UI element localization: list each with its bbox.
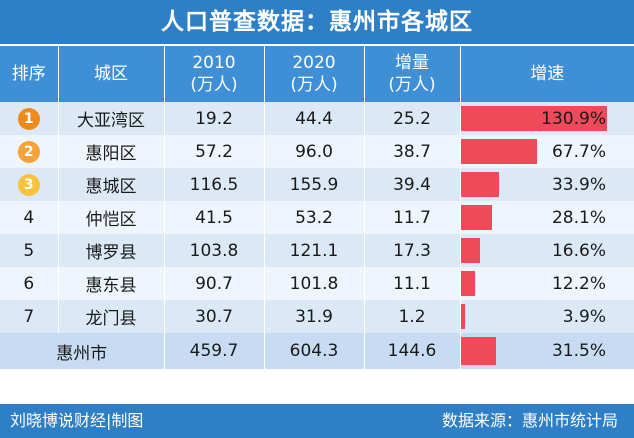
header-row: 排序 城区 2010 (万人) 2020 (万人) 增量 (万人) 增速: [0, 46, 634, 102]
district-cell: 大亚湾区: [58, 102, 165, 135]
growth-label: 130.9%: [541, 108, 606, 129]
growth-bar: [460, 106, 607, 131]
growth-cell: 31.5%: [460, 333, 634, 369]
table-row: 2 惠阳区 57.2 96.0 38.7 67.7%: [0, 135, 634, 168]
growth-cell: 28.1%: [460, 201, 634, 234]
district-cell: 惠阳区: [58, 135, 165, 168]
value-2010-cell: 30.7: [164, 300, 265, 333]
header-increase-label: 增量: [395, 53, 429, 73]
table-row: 3 惠城区 116.5 155.9 39.4 33.9%: [0, 168, 634, 201]
district-cell: 龙门县: [58, 300, 165, 333]
growth-cell: 12.2%: [460, 267, 634, 300]
district-cell: 博罗县: [58, 234, 165, 267]
growth-label: 28.1%: [551, 207, 606, 228]
district-cell: 惠城区: [58, 168, 165, 201]
value-2020-cell: 44.4: [264, 102, 365, 135]
table-row: 5 博罗县 103.8 121.1 17.3 16.6%: [0, 234, 634, 267]
footer-source: 数据来源：惠州市统计局: [441, 411, 618, 430]
value-2020-cell: 121.1: [264, 234, 365, 267]
header-2020: 2020 (万人): [264, 46, 365, 102]
medal-icon: 1: [17, 107, 40, 130]
header-growth: 增速: [460, 46, 634, 102]
table-body: 1 大亚湾区 19.2 44.4 25.2 130.9% 2 惠阳区 57.2 96.0 38.7 6…: [0, 102, 634, 369]
header-2010-unit: (万人): [190, 75, 238, 95]
rank-cell: 2: [0, 135, 59, 168]
growth-bar: [460, 271, 475, 296]
medal-icon: 2: [17, 140, 40, 163]
value-2010-cell: 103.8: [164, 234, 265, 267]
value-2010-cell: 19.2: [164, 102, 265, 135]
value-2010-cell: 41.5: [164, 201, 265, 234]
rank-cell: 7: [0, 300, 59, 333]
growth-bar: [460, 205, 492, 230]
growth-label: 3.9%: [562, 306, 606, 327]
value-2020-cell: 155.9: [264, 168, 365, 201]
growth-label: 67.7%: [551, 141, 606, 162]
rank-cell: 4: [0, 201, 59, 234]
header-increase: 增量 (万人): [364, 46, 461, 102]
value-2010-cell: 57.2: [164, 135, 265, 168]
rank-cell: 6: [0, 267, 59, 300]
header-rank: 排序: [0, 46, 59, 102]
value-2020-cell: 101.8: [264, 267, 365, 300]
district-cell: 惠东县: [58, 267, 165, 300]
header-2010: 2010 (万人): [164, 46, 265, 102]
increase-cell: 11.7: [364, 201, 461, 234]
footer-credit: 刘晓博说财经|制图: [10, 411, 144, 430]
header-2020-unit: (万人): [290, 75, 338, 95]
growth-cell: 33.9%: [460, 168, 634, 201]
growth-cell: 130.9%: [460, 102, 634, 135]
population-table: 排序 城区 2010 (万人) 2020 (万人) 增量 (万人) 增速 1 大亚…: [0, 46, 634, 369]
increase-cell: 39.4: [364, 168, 461, 201]
growth-label: 33.9%: [551, 174, 606, 195]
table-row: 1 大亚湾区 19.2 44.4 25.2 130.9%: [0, 102, 634, 135]
total-2020-cell: 604.3: [264, 333, 365, 369]
growth-label: 16.6%: [551, 240, 606, 261]
total-increase-cell: 144.6: [364, 333, 461, 369]
rank-cell: 3: [0, 168, 59, 201]
rank-cell: 5: [0, 234, 59, 267]
growth-bar: [460, 337, 496, 365]
table-row: 7 龙门县 30.7 31.9 1.2 3.9%: [0, 300, 634, 333]
rank-cell: 1: [0, 102, 59, 135]
growth-label: 12.2%: [551, 273, 606, 294]
district-cell: 仲恺区: [58, 201, 165, 234]
page-title: 人口普查数据：惠州市各城区: [0, 0, 634, 44]
value-2010-cell: 90.7: [164, 267, 265, 300]
value-2020-cell: 53.2: [264, 201, 365, 234]
total-2010-cell: 459.7: [164, 333, 265, 369]
value-2010-cell: 116.5: [164, 168, 265, 201]
medal-icon: 3: [17, 173, 40, 196]
header-2010-year: 2010: [192, 53, 236, 73]
growth-bar: [460, 238, 480, 263]
increase-cell: 25.2: [364, 102, 461, 135]
growth-bar: [460, 304, 465, 329]
header-district: 城区: [58, 46, 165, 102]
footer: 刘晓博说财经|制图 数据来源：惠州市统计局: [0, 404, 634, 438]
growth-cell: 16.6%: [460, 234, 634, 267]
table-row: 6 惠东县 90.7 101.8 11.1 12.2%: [0, 267, 634, 300]
increase-cell: 11.1: [364, 267, 461, 300]
growth-label: 31.5%: [551, 341, 606, 361]
header-2020-year: 2020: [292, 53, 336, 73]
growth-bar: [460, 139, 537, 164]
total-district-cell: 惠州市: [0, 333, 165, 369]
growth-cell: 67.7%: [460, 135, 634, 168]
table-row: 4 仲恺区 41.5 53.2 11.7 28.1%: [0, 201, 634, 234]
growth-cell: 3.9%: [460, 300, 634, 333]
growth-bar: [460, 172, 499, 197]
total-row: 惠州市 459.7 604.3 144.6 31.5%: [0, 333, 634, 369]
header-increase-unit: (万人): [388, 75, 436, 95]
value-2020-cell: 31.9: [264, 300, 365, 333]
increase-cell: 17.3: [364, 234, 461, 267]
value-2020-cell: 96.0: [264, 135, 365, 168]
increase-cell: 38.7: [364, 135, 461, 168]
increase-cell: 1.2: [364, 300, 461, 333]
